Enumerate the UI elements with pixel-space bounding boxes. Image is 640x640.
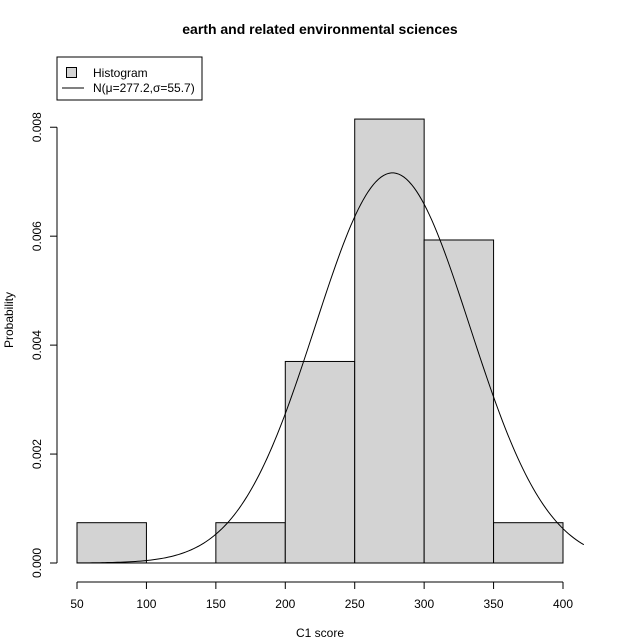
x-axis: 50 100 150 200 250 300 350 400 [70,581,573,611]
curve-group [76,172,585,564]
legend-curve-label: N(μ=277.2,σ=55.7) [93,81,195,95]
x-axis-label: C1 score [296,626,344,640]
histogram-bar [76,522,147,564]
histogram-bar [284,360,356,564]
histogram-bar [423,239,495,564]
legend: Histogram N(μ=277.2,σ=55.7) [56,56,203,101]
chart-title: earth and related environmental sciences [182,21,458,37]
x-tick-label: 250 [345,597,365,611]
y-axis: 0.000 0.002 0.004 0.006 0.008 [30,112,58,578]
legend-histogram-label: Histogram [93,66,148,80]
histogram-bar [354,118,425,564]
x-tick-label: 100 [136,597,156,611]
x-tick-label: 200 [275,597,295,611]
y-tick-label: 0.002 [30,439,44,469]
normal-curve [76,172,585,564]
y-axis-label: Probability [2,292,16,348]
histogram-bar [493,522,564,564]
y-tick-label: 0.004 [30,330,44,360]
x-tick-label: 400 [553,597,573,611]
x-tick-label: 150 [206,597,226,611]
y-tick-label: 0.008 [30,112,44,142]
x-tick-label: 300 [414,597,434,611]
legend-histogram-swatch [66,67,77,78]
y-tick-label: 0.006 [30,221,44,251]
bars-group [76,118,564,564]
x-tick-label: 50 [70,597,84,611]
x-tick-label: 350 [484,597,504,611]
histogram-bar [215,522,286,564]
y-tick-label: 0.000 [30,548,44,578]
legend-frame [56,56,203,101]
